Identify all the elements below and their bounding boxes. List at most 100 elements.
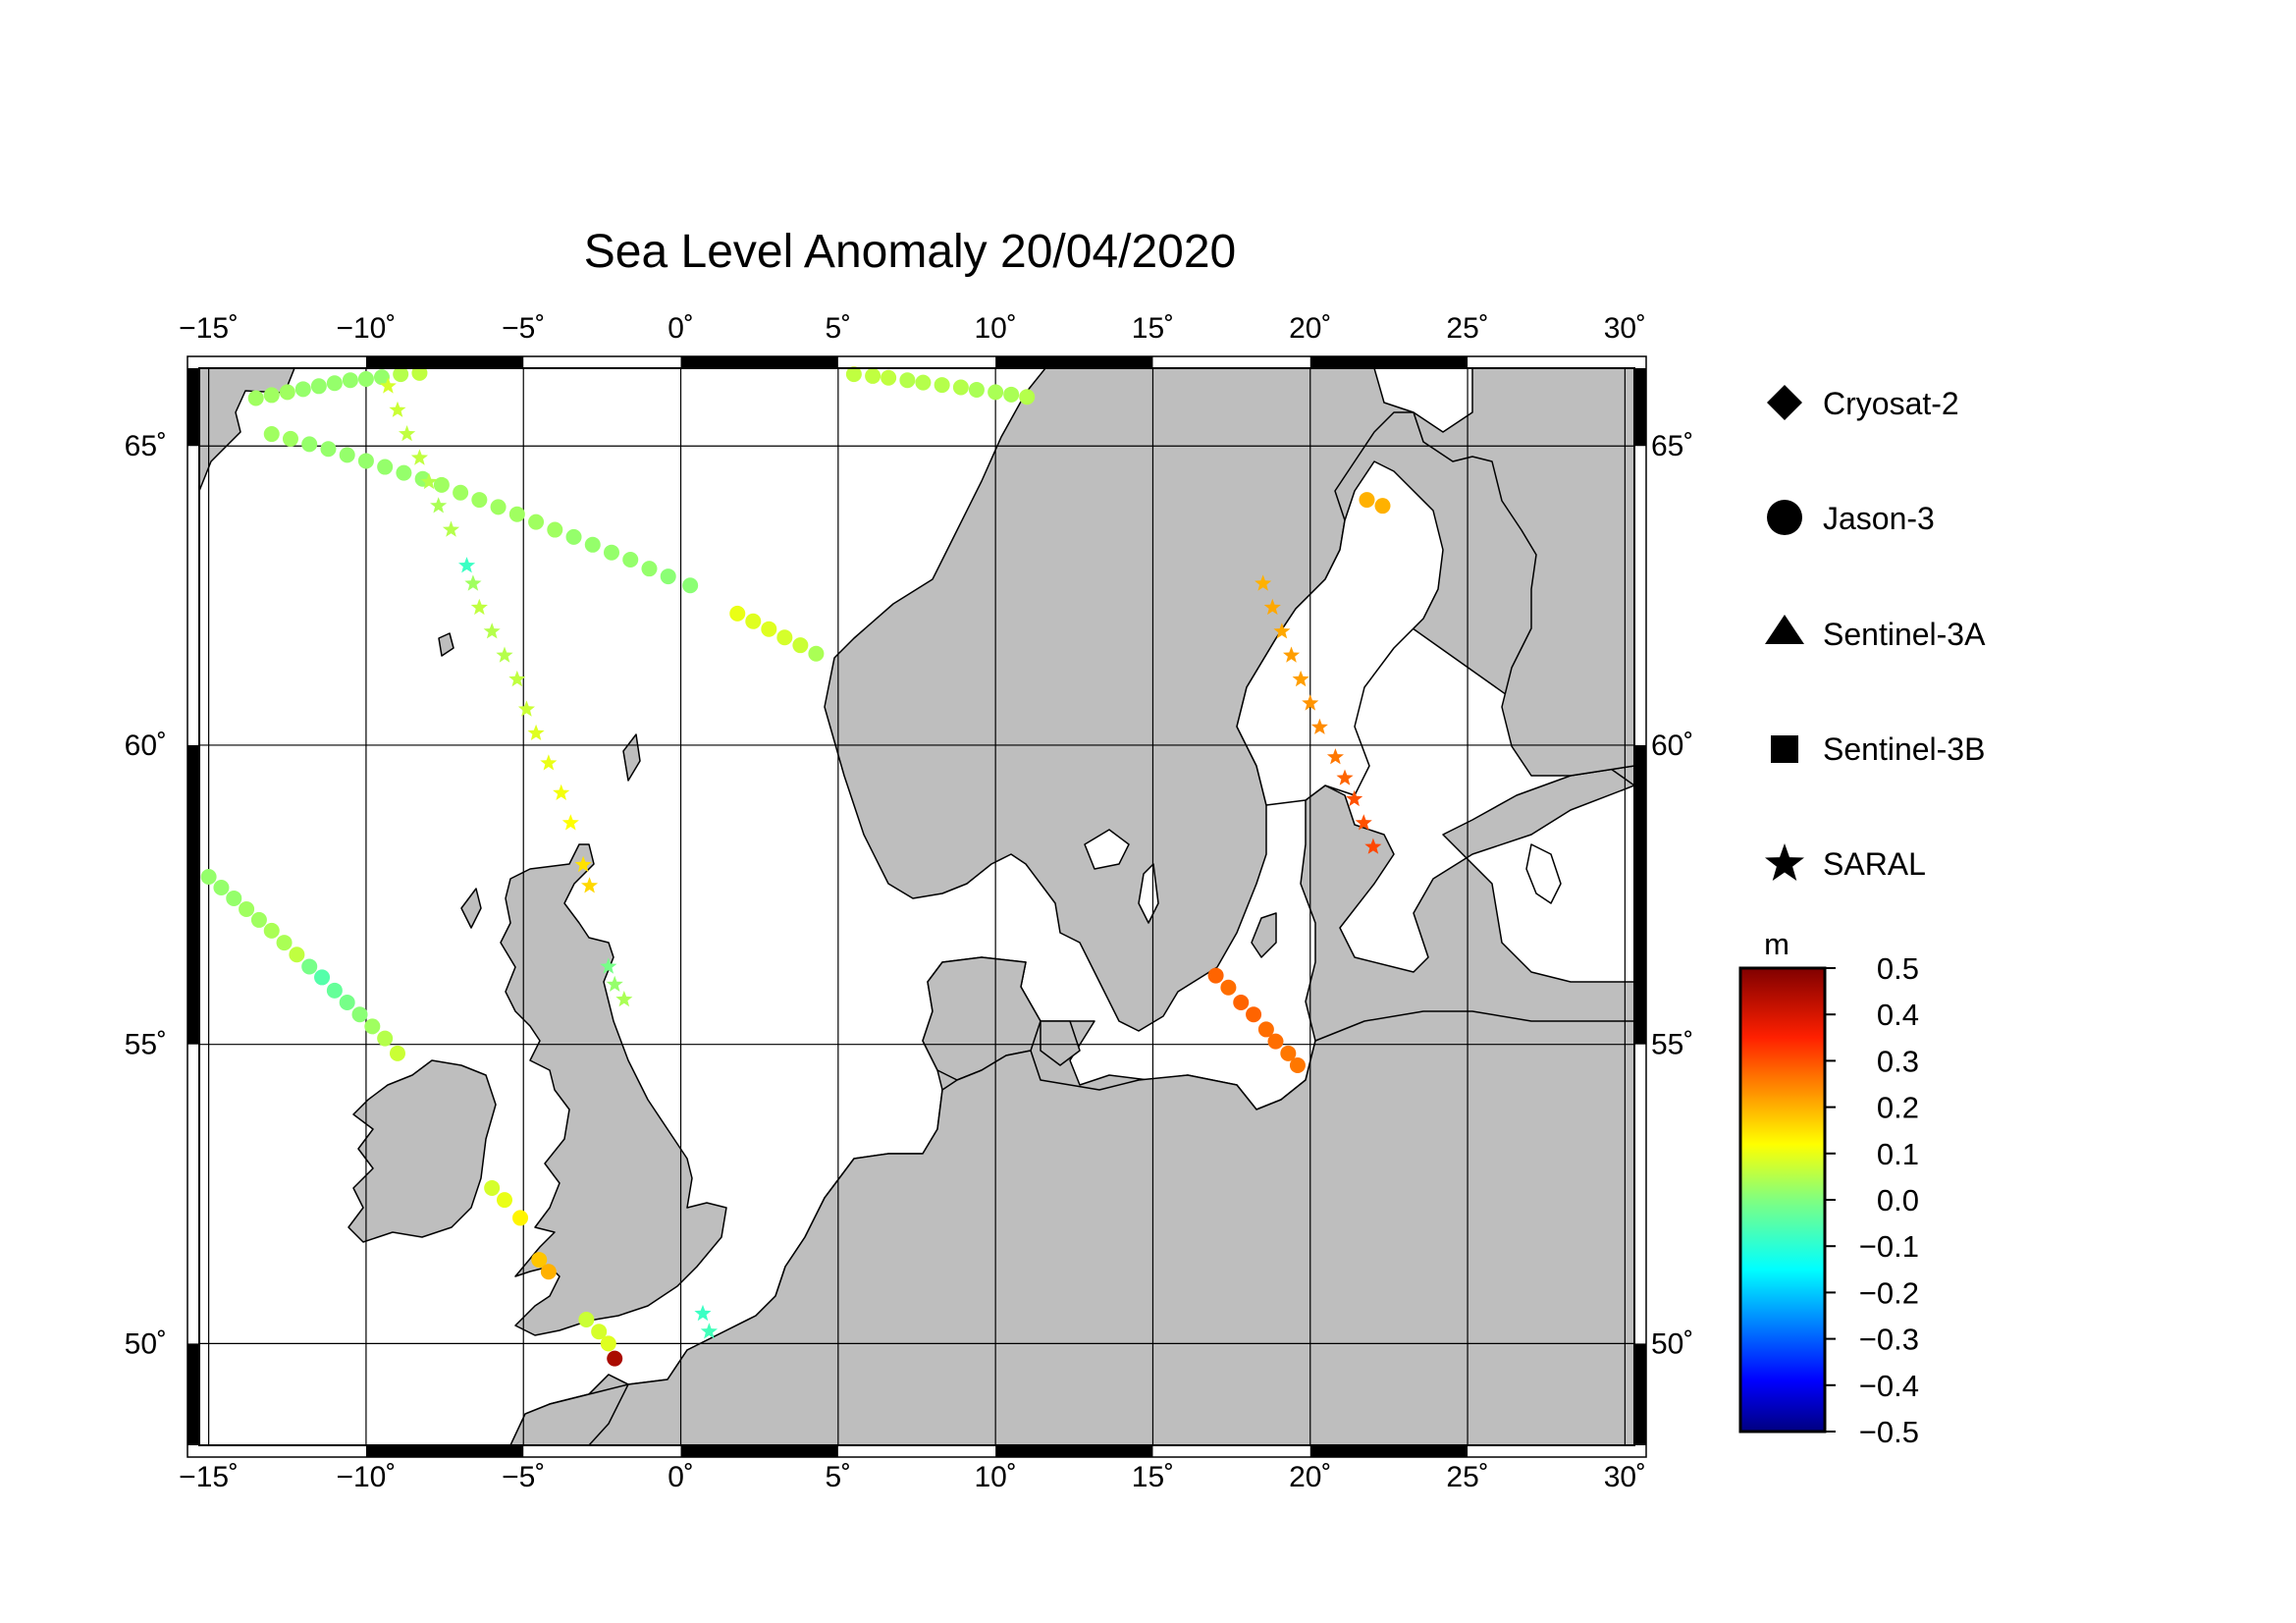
track-point bbox=[420, 472, 438, 490]
track-point bbox=[1233, 995, 1250, 1011]
track-point bbox=[373, 369, 390, 386]
land-iceland bbox=[199, 368, 295, 492]
border-bar-right bbox=[1634, 368, 1646, 447]
colorbar-tick-label: −0.1 bbox=[1859, 1229, 1919, 1264]
colorbar-tick-label: −0.3 bbox=[1859, 1323, 1919, 1357]
lon-tick-label-bottom: 20˚ bbox=[1289, 1461, 1331, 1493]
track-point bbox=[282, 430, 298, 447]
track-point bbox=[310, 378, 327, 395]
track-point bbox=[301, 958, 318, 975]
circle-icon bbox=[1767, 500, 1802, 535]
colorbar: m 0.5 0.4 0.3 0.2 0.1 0.0 −0.1 −0.2 −0.3 −0.4 −0.5 bbox=[1738, 927, 1919, 1449]
land-norway bbox=[824, 368, 1634, 1032]
lat-tick-label-right: 50˚ bbox=[1651, 1327, 1693, 1360]
track-point bbox=[1280, 1045, 1297, 1061]
track-point bbox=[326, 982, 343, 999]
track-point bbox=[600, 957, 617, 974]
track-point bbox=[239, 900, 255, 917]
track-jason-3 bbox=[247, 364, 428, 406]
track-point bbox=[584, 536, 601, 553]
track-point bbox=[660, 568, 676, 585]
track-point bbox=[1302, 694, 1319, 711]
colorbar-tick-label: 0.3 bbox=[1877, 1044, 1919, 1078]
track-point bbox=[226, 890, 242, 906]
track-point bbox=[364, 1018, 381, 1035]
track-point bbox=[213, 879, 230, 895]
track-saral bbox=[600, 957, 633, 1007]
track-point bbox=[565, 528, 582, 545]
track-point bbox=[615, 991, 633, 1007]
lat-tick-label-right: 55˚ bbox=[1651, 1029, 1693, 1061]
track-point bbox=[952, 379, 969, 396]
land-hebrides bbox=[460, 888, 482, 929]
track-point bbox=[1355, 814, 1372, 831]
colorbar-tick-label: 0.1 bbox=[1877, 1137, 1919, 1171]
track-saral bbox=[1255, 574, 1382, 854]
track-point bbox=[263, 922, 280, 939]
track-point bbox=[761, 621, 777, 637]
track-point bbox=[1289, 1057, 1306, 1074]
track-point bbox=[396, 464, 412, 481]
legend-label-saral: SARAL bbox=[1823, 846, 1926, 882]
lat-tick-label-left: 60˚ bbox=[125, 730, 167, 762]
track-point bbox=[410, 449, 428, 465]
track-point bbox=[399, 425, 416, 442]
track-point bbox=[792, 637, 809, 654]
border-bar-bottom bbox=[365, 1445, 524, 1457]
track-point bbox=[314, 969, 331, 986]
track-point bbox=[389, 401, 406, 417]
track-point bbox=[458, 557, 476, 573]
figure-title: Sea Level Anomaly 20/04/2020 bbox=[584, 226, 1237, 278]
lon-tick-label-bottom: 10˚ bbox=[974, 1461, 1016, 1493]
legend-label-jason-3: Jason-3 bbox=[1823, 501, 1935, 536]
track-point bbox=[357, 453, 374, 469]
track-point bbox=[606, 975, 623, 992]
track-point bbox=[389, 1045, 405, 1061]
track-point bbox=[279, 384, 295, 401]
track-point bbox=[1310, 718, 1328, 734]
lon-tick-label-top: 30˚ bbox=[1604, 312, 1646, 345]
track-point bbox=[442, 520, 460, 537]
track-point bbox=[540, 1264, 557, 1280]
lat-ticks-right: 50˚ 55˚ 60˚ 65˚ bbox=[1651, 430, 1693, 1360]
lon-tick-label-bottom: −5˚ bbox=[502, 1461, 545, 1493]
border-bar-left bbox=[187, 1343, 199, 1445]
track-point bbox=[483, 622, 501, 639]
track-point bbox=[471, 492, 488, 509]
altimetry-tracks bbox=[200, 364, 1391, 1367]
border-bar-top bbox=[365, 356, 524, 368]
track-point bbox=[490, 499, 507, 515]
sea-gulf-of-bothnia bbox=[1236, 460, 1444, 806]
track-point bbox=[263, 387, 280, 404]
track-point bbox=[745, 613, 762, 629]
lake-ladoga bbox=[1525, 843, 1562, 904]
border-bar-right bbox=[1634, 1343, 1646, 1445]
track-point bbox=[915, 374, 932, 391]
track-point bbox=[357, 370, 374, 387]
star-icon bbox=[1765, 843, 1804, 881]
track-point bbox=[1255, 574, 1272, 591]
track-point bbox=[1257, 1021, 1274, 1038]
track-saral bbox=[379, 377, 599, 893]
track-point bbox=[607, 1350, 623, 1367]
satellite-legend: Cryosat-2 Jason-3 Sentinel-3A Sentinel-3… bbox=[1765, 385, 1986, 882]
track-point bbox=[553, 784, 570, 800]
border-bar-bottom bbox=[1309, 1445, 1468, 1457]
track-jason-3 bbox=[729, 605, 825, 662]
track-point bbox=[865, 367, 881, 384]
colorbar-tick-label: 0.5 bbox=[1877, 951, 1919, 986]
track-point bbox=[484, 1179, 501, 1196]
colorbar-tick-label: 0.2 bbox=[1877, 1091, 1919, 1125]
diamond-icon bbox=[1767, 385, 1802, 420]
map-area bbox=[187, 355, 1647, 1458]
legend-label-sentinel-3a: Sentinel-3A bbox=[1823, 617, 1986, 652]
track-point bbox=[1207, 967, 1224, 984]
colorbar-gradient bbox=[1738, 966, 1827, 1434]
track-point bbox=[377, 1030, 394, 1047]
track-jason-3 bbox=[484, 1179, 557, 1280]
track-point bbox=[1346, 789, 1363, 807]
lon-tick-label-bottom: −10˚ bbox=[336, 1461, 396, 1493]
track-point bbox=[561, 814, 579, 831]
lon-tick-label-bottom: 25˚ bbox=[1446, 1461, 1488, 1493]
